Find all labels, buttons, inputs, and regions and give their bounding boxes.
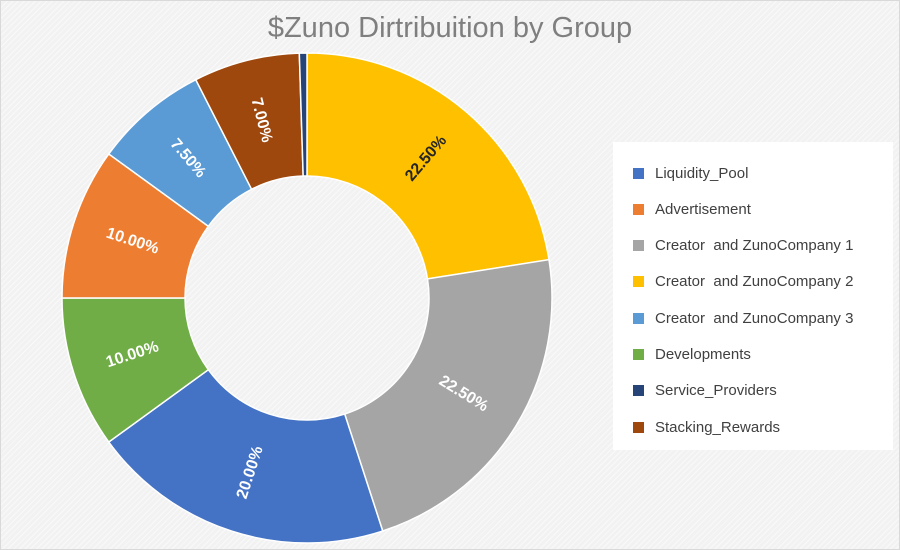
legend-label: Developments: [655, 346, 751, 363]
legend-item-advertisement: Advertisement: [633, 198, 751, 220]
legend-label: Service_Providers: [655, 382, 777, 400]
legend-swatch: [633, 312, 644, 324]
legend-item-developments: Developments: [633, 344, 751, 366]
legend-item-creator-and-zunocompany-1: Creator and ZunoCompany 1: [633, 235, 853, 257]
slice-liquidity-pool: [107, 368, 384, 544]
legend-swatch: [633, 276, 644, 288]
legend-item-liquidity-pool: Liquidity_Pool: [633, 162, 748, 184]
legend-swatch: [633, 167, 644, 179]
legend-label: Liquidity_Pool: [655, 164, 749, 182]
legend-swatch: [633, 421, 644, 433]
slice-creator-and-zunocompany-1: [343, 258, 553, 532]
legend-swatch: [633, 349, 644, 360]
chart-legend: Liquidity_Pool Advertisement Creator and Z…: [613, 142, 893, 450]
chart-title: $Zuno Dirtribuition by Group: [267, 12, 633, 44]
legend-label: Creator and ZunoCompany 1: [655, 237, 854, 255]
slice-service-providers: [298, 52, 308, 177]
legend-swatch: [633, 385, 644, 397]
legend-item-creator-and-zunocompany-3: Creator and ZunoCompany 3: [633, 307, 853, 329]
legend-item-stacking-rewards: Stacking_Rewards: [633, 416, 780, 438]
legend-item-creator-and-zunocompany-2: Creator and ZunoCompany 2: [633, 271, 853, 293]
legend-label: Stacking_Rewards: [655, 418, 781, 436]
legend-label: Creator and ZunoCompany 2: [655, 273, 854, 291]
legend-label: Creator and ZunoCompany 3: [655, 309, 854, 327]
legend-swatch: [633, 240, 644, 252]
slice-creator-and-zunocompany-2: [306, 52, 550, 280]
legend-item-service-providers: Service_Providers: [633, 380, 777, 402]
legend-label: Advertisement: [655, 200, 751, 218]
legend-swatch: [633, 203, 644, 215]
